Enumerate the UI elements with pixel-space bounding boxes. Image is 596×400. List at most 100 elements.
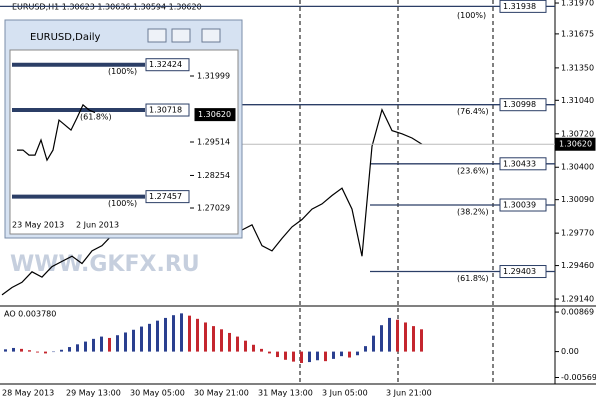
- ao-bar: [20, 348, 23, 352]
- fibo-label: (61.8%): [457, 274, 489, 283]
- ao-bar: [100, 336, 103, 352]
- ao-bar: [380, 325, 383, 352]
- y-tick-label: 1.31350: [561, 63, 594, 72]
- y-tick-label: 1.29770: [561, 229, 594, 238]
- ao-bar: [284, 351, 287, 360]
- ao-bar: [164, 317, 167, 352]
- minimize-button[interactable]: [147, 28, 167, 43]
- ao-bar: [252, 344, 255, 352]
- inset-y-tick-label: 1.28254: [197, 171, 230, 180]
- ao-bar: [204, 322, 207, 352]
- ao-bar: [372, 335, 375, 352]
- y-tick-label: 1.30400: [561, 163, 594, 172]
- y-tick-label: 1.30720: [561, 129, 594, 138]
- ao-bar: [124, 332, 127, 352]
- ao-y-tick-label: 0.00869: [561, 308, 594, 317]
- inset-chart-area: [9, 49, 239, 235]
- ao-bar: [148, 323, 151, 352]
- inset-y-tick-label: 1.29514: [197, 137, 230, 146]
- inset-current-price: 1.30620: [198, 110, 231, 119]
- ao-bar: [268, 351, 271, 354]
- ao-y-tick-label: 0.00: [561, 347, 579, 356]
- ao-bar: [276, 351, 279, 358]
- fibo-price: 1.30998: [503, 100, 536, 109]
- inset-fibo-label: (100%): [108, 199, 137, 208]
- x-tick-label: 28 May 2013: [2, 389, 54, 398]
- ao-bar: [300, 351, 303, 363]
- ao-bar: [36, 351, 39, 353]
- fibo-label: (100%): [457, 11, 486, 20]
- x-tick-label: 30 May 21:00: [194, 389, 249, 398]
- inset-fibo-price: 1.27457: [149, 192, 182, 201]
- fibo-price-box: [499, 0, 547, 13]
- ao-bar: [324, 351, 327, 362]
- ao-bar: [404, 322, 407, 352]
- fibo-label: (76.4%): [457, 107, 489, 116]
- ao-bar: [396, 319, 399, 352]
- x-tick-label: 29 May 13:00: [66, 389, 121, 398]
- y-tick-label: 1.30090: [561, 195, 594, 204]
- inset-price-line: [17, 103, 96, 162]
- ao-bar: [364, 346, 367, 352]
- ao-bar: [316, 351, 319, 361]
- ao-bar: [92, 338, 95, 352]
- y-tick-label: 1.29460: [561, 261, 594, 270]
- ao-bar: [140, 326, 143, 352]
- y-tick-label: 1.29140: [561, 295, 594, 304]
- ao-bar: [308, 351, 311, 363]
- fibo-price-box: [499, 198, 547, 212]
- inset-fibo-price: 1.30718: [149, 106, 182, 115]
- ao-bar: [156, 320, 159, 352]
- watermark: WWW.GKFX.RU: [10, 252, 200, 277]
- inset-current-price-box: [194, 108, 236, 122]
- maximize-button[interactable]: [171, 28, 191, 43]
- x-tick-label: 3 Jun 21:00: [386, 389, 432, 398]
- ao-bar: [116, 335, 119, 352]
- close-button[interactable]: [201, 28, 221, 43]
- ao-label: AO 0.003780: [4, 310, 56, 319]
- y-tick-label: 1.31970: [561, 0, 594, 8]
- inset-fibo-label: (61.8%): [80, 113, 112, 122]
- y-tick-label: 1.31040: [561, 96, 594, 105]
- fibo-price: 1.31938: [503, 2, 536, 11]
- inset-y-tick-label: 1.27029: [197, 203, 230, 212]
- current-price: 1.30620: [559, 140, 592, 149]
- inset-fibo-price-box: [145, 190, 190, 204]
- ao-bar: [244, 340, 247, 352]
- inset-x-tick-label: 2 Jun 2013: [76, 221, 119, 230]
- ao-bar: [28, 350, 31, 352]
- inset-title: EURUSD,Daily: [30, 32, 101, 43]
- ao-bar: [228, 332, 231, 352]
- inset-fibo-price-box: [145, 103, 190, 117]
- ao-bar: [44, 351, 47, 354]
- ao-bar: [132, 329, 135, 352]
- fibo-price-box: [499, 265, 547, 279]
- fibo-price: 1.30039: [503, 201, 536, 210]
- fibo-price-box: [499, 157, 547, 171]
- ao-bar: [340, 351, 343, 357]
- ao-bar: [348, 351, 351, 358]
- ao-bar: [412, 326, 415, 352]
- fibo-price: 1.30433: [503, 159, 536, 168]
- current-price-box: [555, 137, 596, 151]
- ao-bar: [84, 341, 87, 352]
- ao-bar: [76, 344, 79, 352]
- x-tick-label: 30 May 05:00: [130, 389, 185, 398]
- ao-bar: [12, 347, 15, 352]
- fibo-price: 1.29403: [503, 267, 536, 276]
- inset-y-tick-label: 1.31999: [197, 71, 230, 80]
- ao-bar: [292, 351, 295, 362]
- inset-x-tick-label: 23 May 2013: [12, 221, 64, 230]
- ao-bar: [172, 315, 175, 352]
- x-tick-label: 3 Jun 05:00: [322, 389, 368, 398]
- inset-window: EURUSD,Daily 1.31999 1.29514 1.28254 1.2702…: [4, 19, 243, 239]
- y-tick-label: 1.31675: [561, 29, 594, 38]
- ao-bar: [188, 315, 191, 352]
- ao-bar: [260, 348, 263, 352]
- ao-bar: [356, 351, 359, 356]
- fibo-label: (23.6%): [457, 166, 489, 175]
- ao-bar: [236, 336, 239, 352]
- ao-bar: [212, 326, 215, 352]
- ao-bar: [108, 337, 111, 352]
